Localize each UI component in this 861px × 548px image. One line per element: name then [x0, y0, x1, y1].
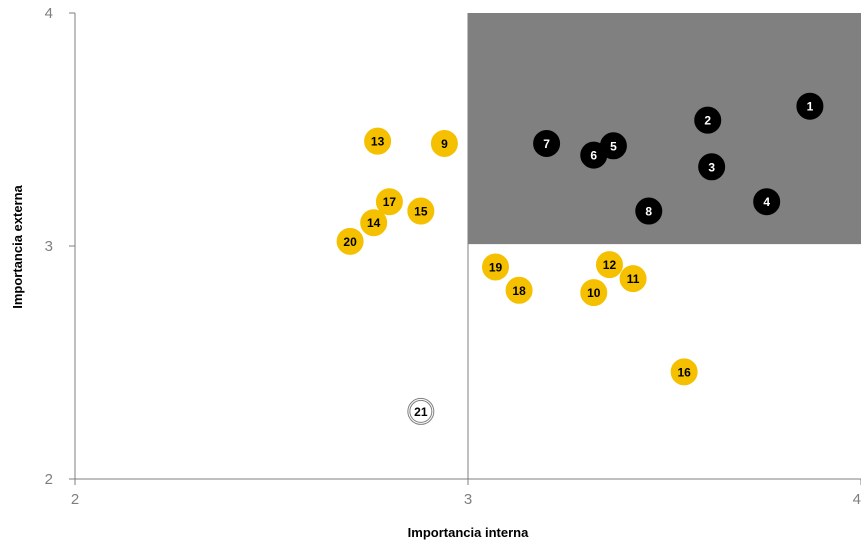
data-point-label: 1 — [807, 100, 814, 114]
data-point-label: 2 — [704, 114, 711, 128]
data-point-label: 15 — [414, 205, 428, 219]
data-point-marker — [407, 197, 435, 225]
highlight-region — [468, 13, 861, 244]
data-point-label: 16 — [677, 365, 691, 379]
data-point-label: 19 — [489, 260, 503, 274]
data-point-marker — [336, 227, 364, 255]
data-point: 7 — [533, 129, 561, 157]
data-point: 8 — [635, 197, 663, 225]
data-point-marker — [364, 127, 392, 155]
data-point: 6 — [580, 141, 608, 169]
data-point: 21 — [407, 397, 435, 425]
data-point: 3 — [698, 153, 726, 181]
data-point: 16 — [670, 358, 698, 386]
data-point: 20 — [336, 227, 364, 255]
x-tick-label: 3 — [464, 491, 472, 508]
data-point-label: 20 — [343, 235, 357, 249]
data-point: 19 — [482, 253, 510, 281]
data-point-label: 6 — [590, 149, 597, 163]
data-point-marker — [670, 358, 698, 386]
data-point: 12 — [595, 251, 623, 279]
data-point: 17 — [375, 188, 403, 216]
data-point-inner-ring — [409, 399, 433, 423]
data-point-marker — [360, 209, 388, 237]
data-point-marker — [533, 129, 561, 157]
x-axis-title: Importancia interna — [408, 525, 529, 540]
x-tick-label: 4 — [853, 491, 861, 508]
y-tick-label: 4 — [45, 5, 53, 22]
data-point-marker — [407, 397, 435, 425]
data-point-marker — [580, 279, 608, 307]
data-point-label: 7 — [543, 137, 550, 151]
y-tick-label: 3 — [45, 238, 53, 255]
tick-labels: 2 3 4 2 3 4 — [45, 5, 861, 508]
data-point-label: 21 — [414, 405, 428, 419]
data-point: 4 — [753, 188, 781, 216]
axes — [69, 12, 861, 485]
data-point-label: 4 — [763, 195, 770, 209]
data-point-label: 14 — [367, 216, 381, 230]
highlight-region-layer — [468, 13, 861, 244]
data-point: 1 — [796, 92, 824, 120]
data-point: 15 — [407, 197, 435, 225]
data-point-marker — [694, 106, 722, 134]
data-point: 13 — [364, 127, 392, 155]
data-point-marker — [375, 188, 403, 216]
data-point-label: 3 — [708, 160, 715, 174]
data-point: 10 — [580, 279, 608, 307]
data-point-label: 18 — [512, 284, 526, 298]
x-tick-label: 2 — [71, 491, 79, 508]
data-point-marker — [595, 251, 623, 279]
data-point-marker — [753, 188, 781, 216]
data-point-label: 17 — [383, 195, 397, 209]
data-point: 14 — [360, 209, 388, 237]
data-point-label: 10 — [587, 286, 601, 300]
data-point-marker — [796, 92, 824, 120]
data-point: 11 — [619, 265, 647, 293]
data-point-label: 13 — [371, 135, 385, 149]
data-point-marker — [635, 197, 663, 225]
data-point-label: 8 — [645, 205, 652, 219]
data-point-label: 11 — [627, 272, 640, 286]
data-point-marker — [580, 141, 608, 169]
data-point: 2 — [694, 106, 722, 134]
data-point-marker — [698, 153, 726, 181]
data-point-marker — [619, 265, 647, 293]
data-point-label: 5 — [610, 139, 617, 153]
data-point-marker — [505, 276, 533, 304]
y-axis-title: Importancia externa — [10, 184, 25, 308]
data-point-label: 12 — [603, 258, 617, 272]
y-tick-label: 2 — [45, 471, 53, 488]
data-point: 18 — [505, 276, 533, 304]
data-point: 9 — [430, 129, 458, 157]
data-point-marker — [482, 253, 510, 281]
data-point-marker — [430, 129, 458, 157]
data-point-label: 9 — [441, 137, 448, 151]
